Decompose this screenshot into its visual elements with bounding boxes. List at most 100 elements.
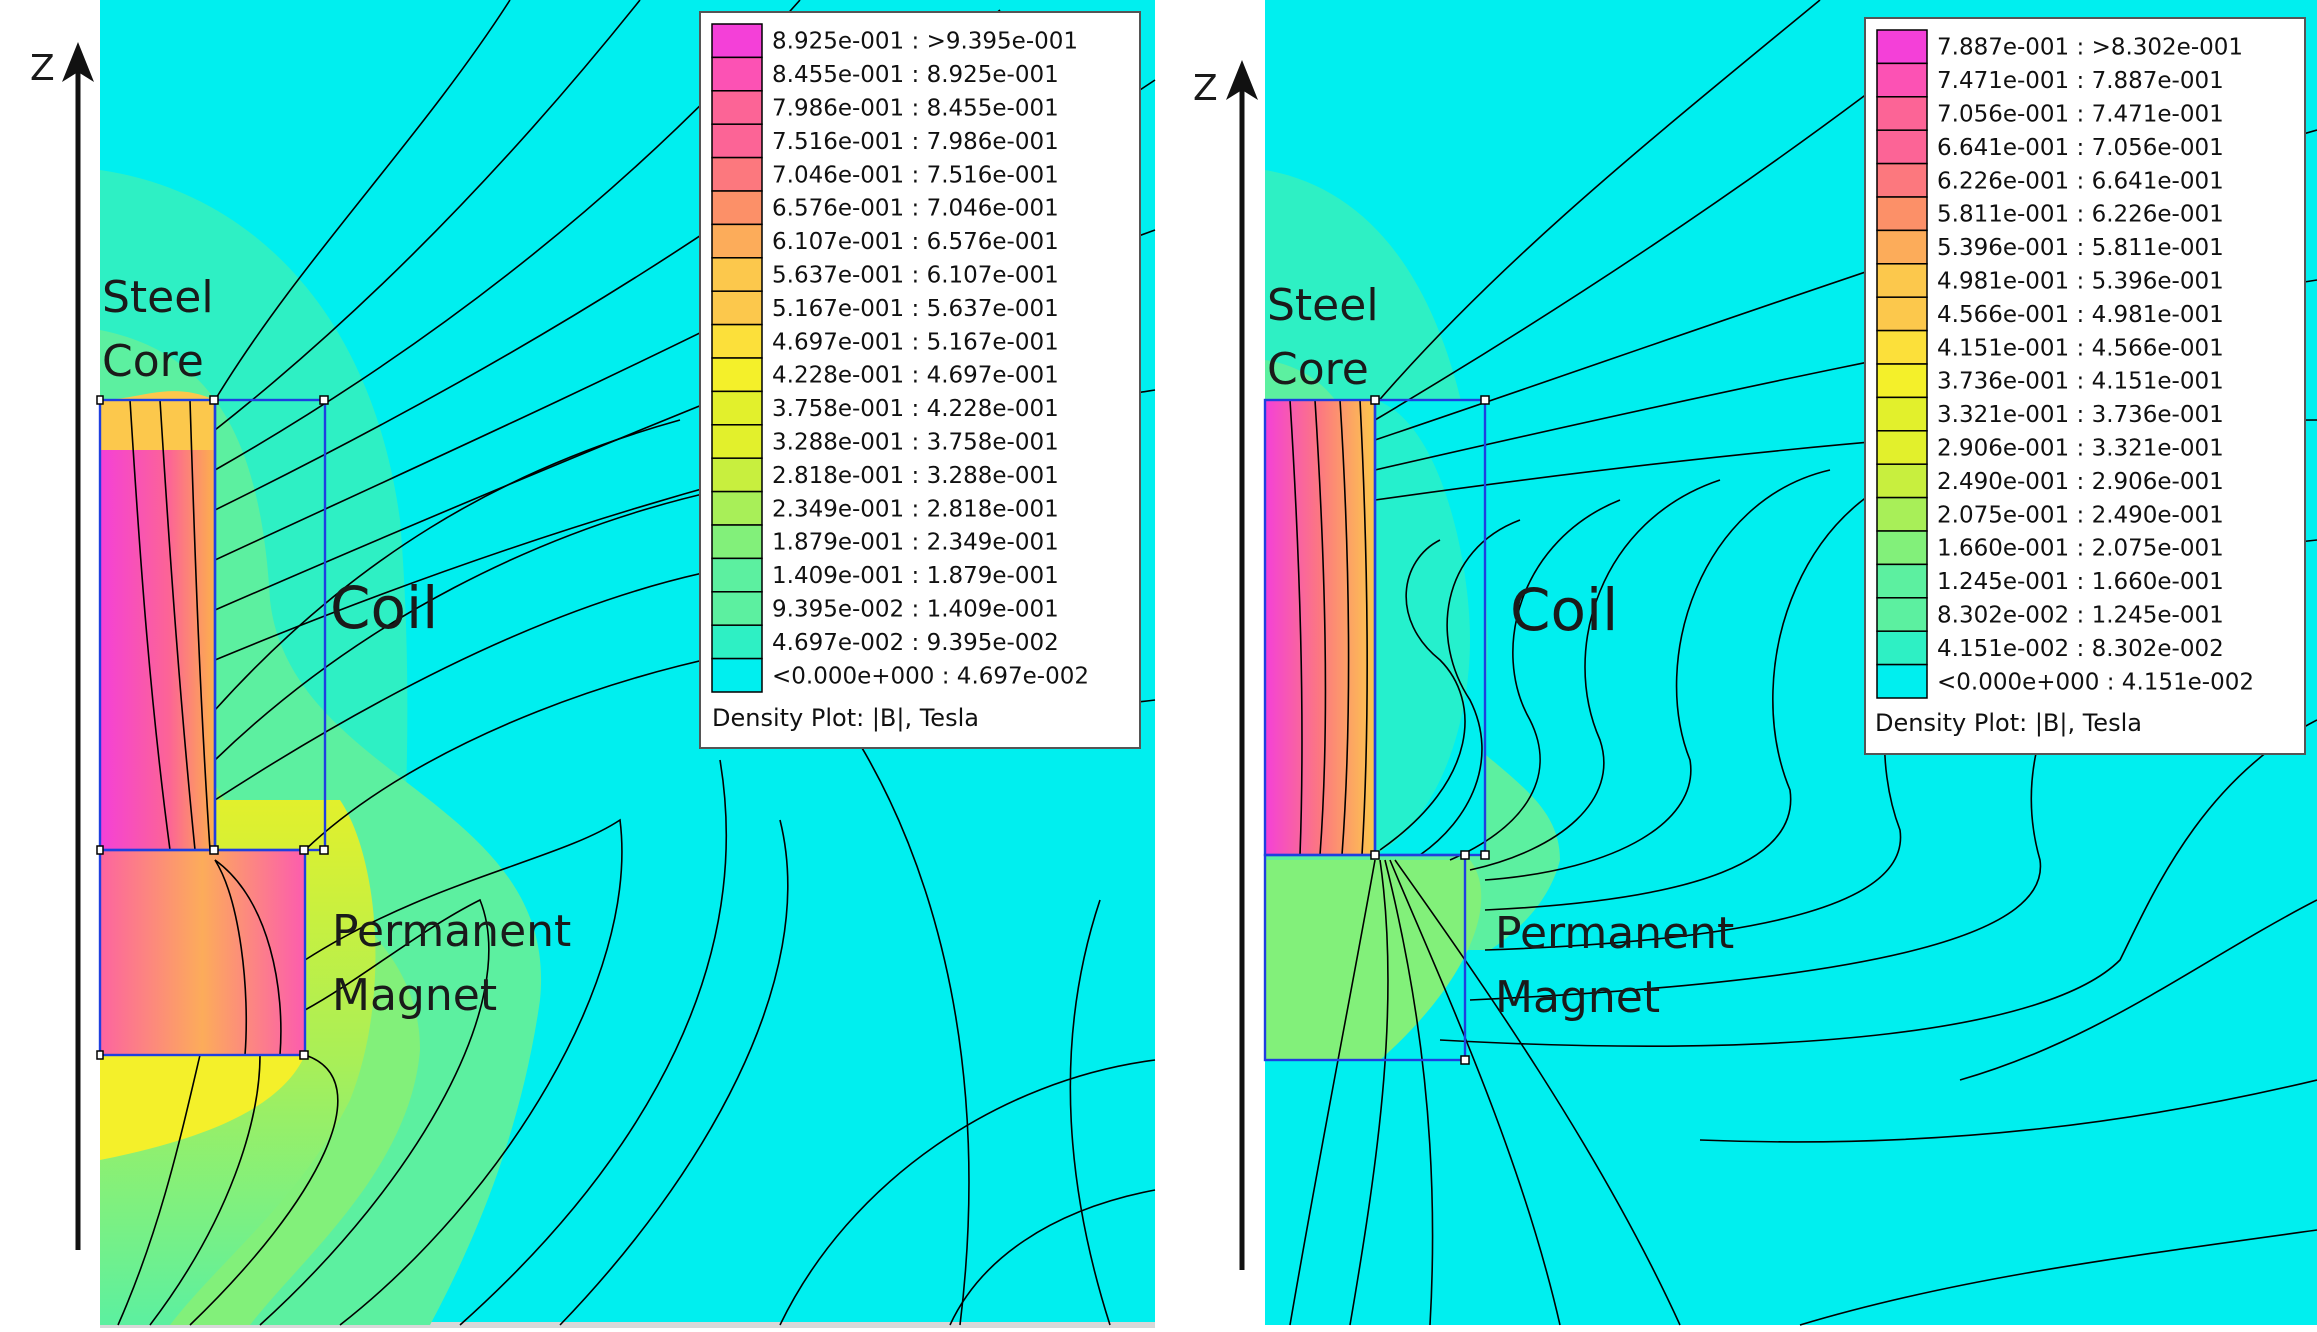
legend-swatch [1876, 663, 1928, 699]
legend-entry-label: 3.321e-001 : 3.736e-001 [1937, 402, 2224, 428]
legend-swatch [711, 524, 763, 560]
legend-swatch [711, 90, 763, 125]
legend-entry-label: 2.075e-001 : 2.490e-001 [1937, 502, 2224, 528]
z-axis-label: Z [1193, 68, 1218, 109]
legend-footer: Density Plot: |B|, Tesla [712, 704, 979, 732]
legend-swatch [711, 357, 763, 393]
legend-entry-label: 7.516e-001 : 7.986e-001 [772, 129, 1059, 155]
legend-entry-label: 5.396e-001 : 5.811e-001 [1937, 235, 2224, 261]
z-axis-arrowhead [62, 42, 94, 82]
legend-entry-label: 3.758e-001 : 4.228e-001 [772, 396, 1059, 422]
legend-swatch [711, 23, 763, 59]
panel-right: Z Steel Core Coil Permanent Magnet 7.887… [1193, 0, 2317, 1326]
legend-entry-label: <0.000e+000 : 4.697e-002 [772, 663, 1089, 689]
legend-swatch [1876, 597, 1928, 632]
legend-swatch [711, 624, 763, 660]
legend-entry-label: 2.349e-001 : 2.818e-001 [772, 496, 1059, 522]
steel-core-label-line1: Steel [102, 272, 214, 323]
legend-rows: 8.925e-001 : >9.395e-001 8.455e-001 : 8.9… [711, 23, 1089, 693]
legend-swatch [1876, 563, 1928, 599]
legend-swatch [1876, 96, 1928, 131]
permanent-magnet-label-line2: Magnet [1495, 972, 1660, 1023]
legend-swatch [1876, 296, 1928, 332]
geometry-outline [1263, 398, 1487, 1062]
legend-entry-label: 7.986e-001 : 8.455e-001 [772, 96, 1059, 122]
density-legend: 7.887e-001 : >8.302e-001 7.471e-001 : 7.8… [1864, 17, 2306, 755]
legend-entry-label: 2.490e-001 : 2.906e-001 [1937, 469, 2224, 495]
legend-swatch [1876, 329, 1928, 365]
legend-entry-label: 3.288e-001 : 3.758e-001 [772, 430, 1059, 456]
coil-label: Coil [330, 574, 438, 642]
z-axis-arrowhead [1226, 60, 1258, 100]
steel-core-label-line1: Steel [1267, 280, 1379, 331]
legend-swatch [711, 490, 763, 526]
z-axis: Z [30, 42, 94, 1250]
legend-entry-label: 8.302e-002 : 1.245e-001 [1937, 603, 2224, 629]
legend-swatch [711, 190, 763, 226]
density-shading [100, 170, 542, 1325]
legend-swatch [1876, 263, 1928, 298]
legend-entry-label: 5.811e-001 : 6.226e-001 [1937, 202, 2224, 228]
legend-swatch [1876, 396, 1928, 432]
legend-entry-label: 4.228e-001 : 4.697e-001 [772, 363, 1059, 389]
legend-entry-label: 6.226e-001 : 6.641e-001 [1937, 168, 2224, 194]
legend-entry-label: 6.576e-001 : 7.046e-001 [772, 196, 1059, 222]
legend-entry-label: 4.151e-002 : 8.302e-002 [1937, 636, 2224, 662]
legend-entry-label: 6.107e-001 : 6.576e-001 [772, 229, 1059, 255]
permanent-magnet-label-line2: Magnet [332, 970, 497, 1021]
steel-core-label-line2: Core [102, 336, 204, 387]
legend-box [1864, 17, 2306, 755]
z-axis-label: Z [30, 48, 55, 89]
geometry-nodes [96, 395, 329, 1060]
legend-swatch [711, 390, 763, 426]
legend-swatch [1876, 62, 1928, 98]
legend-entry-label: 4.697e-001 : 5.167e-001 [772, 329, 1059, 355]
legend-entry-label: 2.906e-001 : 3.321e-001 [1937, 436, 2224, 462]
legend-entry-label: 1.660e-001 : 2.075e-001 [1937, 536, 2224, 562]
legend-entry-label: 7.046e-001 : 7.516e-001 [772, 162, 1059, 188]
legend-entry-label: 8.455e-001 : 8.925e-001 [772, 62, 1059, 88]
legend-entry-label: 7.887e-001 : >8.302e-001 [1937, 35, 2243, 61]
legend-entry-label: 4.566e-001 : 4.981e-001 [1937, 302, 2224, 328]
legend-swatch [1876, 496, 1928, 532]
legend-swatch [1876, 430, 1928, 465]
legend-swatch [711, 123, 763, 159]
permanent-magnet-outline [98, 848, 307, 1057]
legend-swatch [1876, 630, 1928, 666]
permanent-magnet-label-line1: Permanent [332, 906, 571, 957]
permanent-magnet-outline [1263, 853, 1467, 1062]
legend-swatch [1876, 463, 1928, 499]
legend-swatch [1876, 29, 1928, 65]
legend-swatch [711, 257, 763, 292]
panel-left: Z Steel Core Coil Permanent Magnet 8.925… [30, 0, 1156, 1328]
legend-entry-label: 6.641e-001 : 7.056e-001 [1937, 135, 2224, 161]
legend-swatch [1876, 530, 1928, 566]
steel-core-label-line2: Core [1267, 344, 1369, 395]
legend-entry-label: 9.395e-002 : 1.409e-001 [772, 597, 1059, 623]
legend-entry-label: 4.697e-002 : 9.395e-002 [772, 630, 1059, 656]
legend-swatch [711, 424, 763, 459]
legend-entry-label: 5.637e-001 : 6.107e-001 [772, 263, 1059, 289]
legend-entry-label: 1.409e-001 : 1.879e-001 [772, 563, 1059, 589]
legend-swatch [1876, 196, 1928, 232]
legend-swatch [711, 557, 763, 593]
legend-swatch [711, 457, 763, 493]
legend-swatch [711, 223, 763, 259]
plot-frame-bottom [100, 1322, 1155, 1328]
density-legend: 8.925e-001 : >9.395e-001 8.455e-001 : 8.9… [699, 11, 1141, 749]
legend-swatch [711, 290, 763, 326]
legend-entry-label: 8.925e-001 : >9.395e-001 [772, 29, 1078, 55]
legend-entry-label: 2.818e-001 : 3.288e-001 [772, 463, 1059, 489]
legend-swatch [711, 591, 763, 626]
coil-label: Coil [1510, 576, 1618, 644]
legend-swatch [1876, 363, 1928, 399]
legend-entry-label: 4.151e-001 : 4.566e-001 [1937, 335, 2224, 361]
legend-swatch [711, 156, 763, 192]
density-shading [1265, 170, 1560, 1060]
legend-swatch [1876, 129, 1928, 165]
legend-swatch [1876, 162, 1928, 198]
legend-swatch [711, 657, 763, 693]
legend-footer: Density Plot: |B|, Tesla [1875, 709, 2142, 737]
legend-entry-label: 1.245e-001 : 1.660e-001 [1937, 569, 2224, 595]
